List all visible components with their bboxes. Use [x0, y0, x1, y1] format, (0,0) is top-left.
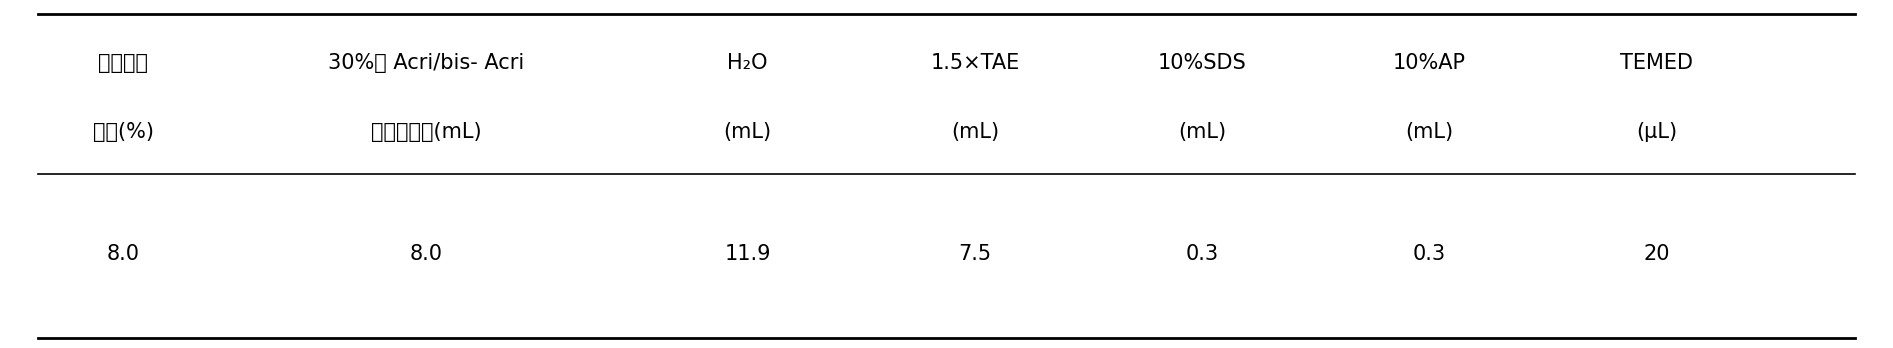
Text: 0.3: 0.3 — [1412, 244, 1446, 264]
Text: 0.3: 0.3 — [1185, 244, 1219, 264]
Text: 8.0: 8.0 — [106, 244, 140, 264]
Text: 1.5×TAE: 1.5×TAE — [929, 53, 1020, 73]
Text: 11.9: 11.9 — [725, 244, 770, 264]
Text: 8.0: 8.0 — [409, 244, 443, 264]
Text: 10%SDS: 10%SDS — [1159, 53, 1246, 73]
Text: (mL): (mL) — [723, 122, 772, 142]
Text: 30%的 Acri/bis- Acri: 30%的 Acri/bis- Acri — [327, 53, 524, 73]
Text: 凝胶贮存液(mL): 凝胶贮存液(mL) — [371, 122, 481, 142]
Text: TEMED: TEMED — [1620, 53, 1692, 73]
Text: 丙烯酰胺: 丙烯酰胺 — [98, 53, 148, 73]
Text: 10%AP: 10%AP — [1393, 53, 1465, 73]
Text: (mL): (mL) — [1177, 122, 1227, 142]
Text: (mL): (mL) — [950, 122, 1000, 142]
Text: H₂O: H₂O — [727, 53, 769, 73]
Text: (μL): (μL) — [1636, 122, 1677, 142]
Text: 20: 20 — [1643, 244, 1670, 264]
Text: 凝胶(%): 凝胶(%) — [93, 122, 153, 142]
Text: (mL): (mL) — [1405, 122, 1454, 142]
Text: 7.5: 7.5 — [958, 244, 992, 264]
